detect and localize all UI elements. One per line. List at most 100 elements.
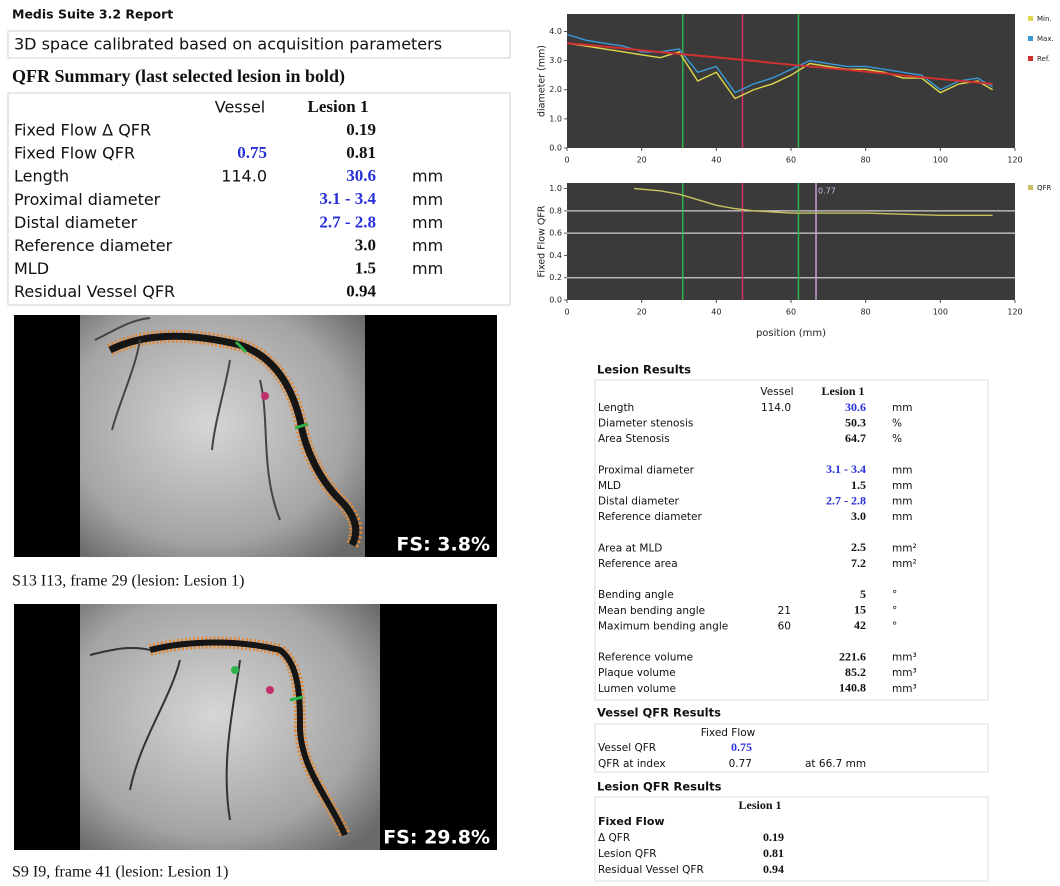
unit: mm³: [892, 667, 917, 679]
unit: °: [892, 620, 897, 632]
vessel-value: 60: [778, 620, 791, 632]
lesion-value: 1.5: [355, 259, 376, 278]
lesion-value: 3.1 - 3.4: [826, 462, 866, 476]
column-header: Vessel: [215, 98, 266, 117]
fs-label: FS: 3.8%: [396, 534, 490, 556]
unit: mm: [892, 464, 912, 476]
unit: mm: [412, 167, 443, 186]
row-label: Fixed Flow Δ QFR: [14, 121, 151, 140]
lesion-value: 5: [860, 587, 866, 601]
y-tick-label: 0.8: [549, 206, 562, 215]
row-label: Lumen volume: [598, 683, 676, 695]
lesion-value: 7.2: [851, 556, 866, 570]
plot-area: [567, 14, 1015, 148]
qfr-value: 0.81: [763, 846, 784, 860]
unit: °: [892, 605, 897, 617]
x-tick-label: 120: [1007, 308, 1022, 317]
row-label: Proximal diameter: [598, 464, 695, 476]
legend-swatch: [1028, 36, 1033, 41]
x-axis-title: position (mm): [756, 328, 826, 339]
row-label: Distal diameter: [598, 496, 680, 508]
unit: mm: [892, 496, 912, 508]
x-tick-label: 40: [711, 156, 721, 165]
x-tick-label: 80: [861, 156, 871, 165]
x-tick-label: 0: [564, 156, 569, 165]
column-header: Lesion 1: [308, 97, 369, 116]
qfr-value: 0.94: [763, 862, 784, 876]
vessel-qfr-box: [594, 723, 989, 773]
x-tick-label: 60: [786, 156, 796, 165]
section-title: Lesion QFR Results: [597, 780, 722, 794]
legend-swatch: [1028, 56, 1033, 61]
lesion-value: 3.0: [851, 509, 866, 523]
row-label: Distal diameter: [14, 213, 138, 232]
lesion-value: 1.5: [851, 478, 866, 492]
legend-label: Max.: [1037, 35, 1054, 43]
row-label: Δ QFR: [598, 832, 630, 844]
row-label: QFR at index: [598, 758, 666, 770]
lesion-value: 0.81: [346, 143, 376, 162]
qfr-value: 0.19: [763, 830, 784, 844]
column-header: Lesion 1: [821, 384, 864, 398]
row-label: Reference diameter: [598, 511, 702, 523]
row-label: Bending angle: [598, 589, 674, 601]
column-header: Fixed Flow: [701, 727, 756, 739]
x-tick-label: 0: [564, 308, 569, 317]
unit: mm²: [892, 558, 917, 570]
lesion-value: 15: [854, 603, 866, 617]
lesion-value: 2.7 - 2.8: [826, 493, 866, 507]
row-label: Residual Vessel QFR: [598, 864, 704, 876]
summary-title: QFR Summary (last selected lesion in bol…: [12, 66, 345, 87]
unit: mm: [412, 190, 443, 209]
plot-area: [567, 183, 1015, 300]
y-tick-label: 4.0: [549, 27, 562, 36]
lesion-value: 30.6: [845, 400, 866, 414]
lesion-value: 85.2: [845, 665, 866, 679]
lesion-value: 3.0: [355, 235, 376, 254]
unit: mm: [412, 213, 443, 232]
legend-label: Ref.: [1037, 55, 1050, 63]
y-tick-label: 0.2: [549, 273, 562, 282]
y-tick-label: 3.0: [549, 56, 562, 65]
column-header: Vessel: [760, 386, 793, 398]
column-header: Lesion 1: [738, 798, 781, 812]
section-title: Vessel QFR Results: [597, 706, 721, 720]
row-label: Reference diameter: [14, 236, 173, 255]
row-label: Mean bending angle: [598, 605, 705, 617]
group-title: Fixed Flow: [598, 815, 665, 828]
qfr-note: at 66.7 mm: [805, 758, 866, 770]
y-tick-label: 0.6: [549, 229, 562, 238]
row-label: Lesion QFR: [598, 848, 657, 860]
x-tick-label: 120: [1007, 156, 1022, 165]
legend-label: QFR: [1037, 184, 1052, 192]
legend-swatch: [1028, 16, 1033, 21]
row-label: Residual Vessel QFR: [14, 282, 175, 301]
x-tick-label: 80: [861, 308, 871, 317]
lesion-value: 221.6: [839, 649, 866, 663]
unit: mm: [892, 480, 912, 492]
x-tick-label: 20: [637, 156, 647, 165]
calibration-note: 3D space calibrated based on acquisition…: [14, 35, 442, 54]
x-tick-label: 100: [933, 156, 948, 165]
row-label: Length: [598, 402, 634, 414]
unit: mm: [892, 402, 912, 414]
y-tick-label: 0.0: [549, 296, 562, 305]
series-line: [566, 42, 993, 85]
vessel-value: 114.0: [221, 167, 267, 186]
unit: °: [892, 589, 897, 601]
lesion-value: 64.7: [845, 431, 866, 445]
lesion-value: 30.6: [346, 166, 376, 185]
fs-label: FS: 29.8%: [383, 827, 490, 849]
report-title: Medis Suite 3.2 Report: [12, 7, 173, 22]
angiogram-image: FS: 29.8%: [14, 604, 497, 850]
lesion-qfr-box: [594, 796, 989, 882]
lesion-value: 3.1 - 3.4: [319, 189, 376, 208]
marker-label: 0.77: [818, 187, 836, 196]
series-line: [566, 42, 993, 100]
unit: mm³: [892, 652, 917, 664]
row-label: Plaque volume: [598, 667, 676, 679]
x-tick-label: 100: [933, 308, 948, 317]
row-label: Fixed Flow QFR: [14, 144, 135, 163]
image-caption: S9 I9, frame 41 (lesion: Lesion 1): [12, 864, 228, 881]
y-tick-label: 1.0: [549, 184, 562, 193]
